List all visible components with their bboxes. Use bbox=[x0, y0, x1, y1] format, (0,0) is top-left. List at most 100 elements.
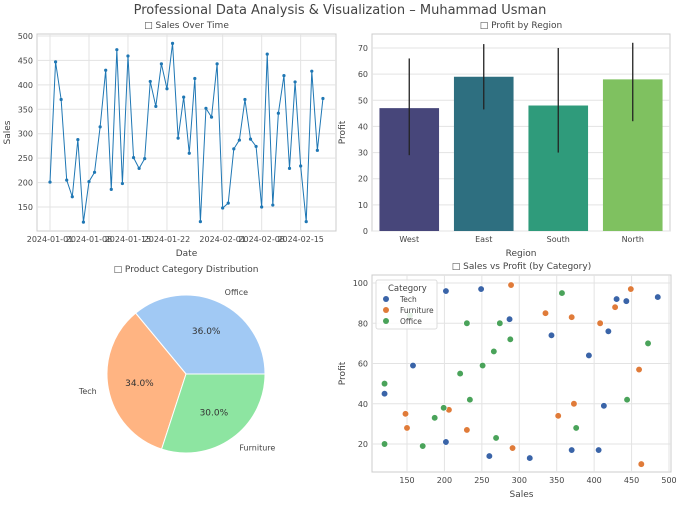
scatter-point-tech bbox=[568, 446, 576, 454]
sales-point bbox=[321, 96, 325, 101]
bar-ytick-label: 10 bbox=[358, 201, 368, 210]
sales-point bbox=[126, 54, 130, 58]
bar-xtick-label: North bbox=[622, 235, 644, 244]
sales-point bbox=[87, 179, 91, 184]
line-ytick-label: 150 bbox=[18, 203, 33, 212]
sales-line bbox=[49, 43, 324, 223]
scatter-point-furniture bbox=[403, 424, 411, 432]
scatter-point-furniture bbox=[568, 313, 576, 321]
pie-pct-label: 30.0% bbox=[200, 408, 229, 418]
scatter-point-furniture bbox=[637, 460, 645, 468]
sales-point bbox=[248, 137, 253, 141]
sales-point bbox=[104, 68, 108, 72]
scatter-point-furniture bbox=[611, 303, 619, 311]
bar-xtick-label: West bbox=[399, 235, 419, 244]
scatter-xtick-label: 200 bbox=[437, 476, 452, 485]
legend-title: Category bbox=[388, 284, 427, 294]
line-xlabel: Date bbox=[176, 249, 198, 259]
scatter-point-tech bbox=[442, 438, 450, 446]
scatter-point-office bbox=[478, 361, 487, 370]
sales-point bbox=[81, 220, 86, 224]
line-xtick-label: 2024-01-22 bbox=[144, 235, 191, 244]
sales-point bbox=[282, 73, 286, 78]
line-ytick-label: 350 bbox=[18, 105, 33, 114]
scatter-point-office bbox=[644, 339, 652, 348]
bar-ytick-label: 40 bbox=[358, 122, 368, 131]
line-xtick-label: 2024-02-15 bbox=[277, 235, 324, 244]
bar-ytick-label: 20 bbox=[358, 175, 368, 184]
line-title: □ Sales Over Time bbox=[144, 21, 229, 31]
sales-point bbox=[92, 170, 97, 174]
scatter-point-office bbox=[440, 404, 448, 412]
bar-ytick-label: 30 bbox=[358, 149, 368, 158]
pie-slice-tech bbox=[106, 312, 187, 450]
scatter-point-office bbox=[572, 424, 580, 432]
sales-point bbox=[187, 151, 191, 155]
scatter-xtick-label: 300 bbox=[512, 476, 527, 485]
scatter-point-office bbox=[496, 319, 504, 327]
sales-point bbox=[59, 97, 63, 102]
sales-point bbox=[165, 87, 169, 91]
pie-label: Office bbox=[225, 288, 248, 297]
bar-ytick-label: 70 bbox=[358, 44, 368, 53]
scatter-ytick-label: 40 bbox=[358, 400, 368, 409]
line-xtick-label: 2024-02-01 bbox=[199, 235, 246, 244]
scatter-point-furniture bbox=[507, 281, 515, 289]
scatter-point-tech bbox=[604, 327, 613, 335]
scatter-ytick-label: 60 bbox=[358, 360, 368, 369]
sales-point bbox=[221, 206, 225, 210]
scatter-point-tech bbox=[585, 351, 593, 360]
scatter-point-tech bbox=[380, 390, 389, 398]
scatter-point-office bbox=[380, 440, 389, 448]
sales-point bbox=[115, 48, 119, 52]
scatter-point-tech bbox=[409, 361, 417, 370]
sales-point bbox=[170, 41, 175, 45]
scatter-point-office bbox=[419, 442, 427, 450]
sales-point bbox=[254, 144, 258, 149]
figure-title: Professional Data Analysis & Visualizati… bbox=[134, 3, 547, 18]
scatter-xtick-label: 400 bbox=[587, 476, 602, 485]
legend-label: Office bbox=[400, 317, 422, 326]
sales-point bbox=[215, 62, 219, 66]
sales-point bbox=[65, 178, 69, 182]
sales-point bbox=[120, 181, 125, 186]
sales-point bbox=[271, 203, 275, 207]
line-ylabel: Sales bbox=[3, 120, 13, 144]
line-xtick-label: 2024-01-01 bbox=[27, 235, 74, 244]
sales-point bbox=[287, 166, 292, 171]
scatter-point-office bbox=[431, 414, 439, 422]
scatter-point-office bbox=[466, 396, 474, 404]
line-ytick-label: 450 bbox=[18, 56, 33, 65]
scatter-xtick-label: 250 bbox=[474, 476, 489, 485]
scatter-ylabel: Profit bbox=[338, 361, 348, 385]
sales-point bbox=[182, 95, 186, 99]
sales-point bbox=[109, 187, 113, 192]
legend-marker-furniture bbox=[383, 307, 389, 313]
scatter-point-furniture bbox=[541, 309, 550, 317]
sales-point bbox=[293, 80, 297, 84]
sales-point bbox=[198, 220, 202, 224]
bar-ylabel: Profit bbox=[338, 120, 348, 144]
bar-xtick-label: East bbox=[475, 235, 492, 244]
scatter-xtick-label: 500 bbox=[661, 476, 676, 485]
bar-ytick-label: 60 bbox=[358, 70, 368, 79]
sales-point bbox=[243, 97, 247, 102]
sales-point bbox=[159, 62, 163, 66]
sales-point bbox=[137, 166, 141, 171]
pie-pct-label: 34.0% bbox=[125, 379, 154, 389]
scatter-point-office bbox=[456, 369, 464, 378]
sales-point bbox=[193, 76, 197, 81]
line-ytick-label: 500 bbox=[18, 32, 33, 41]
legend-marker-office bbox=[383, 318, 389, 324]
scatter-title: □ Sales vs Profit (by Category) bbox=[452, 262, 591, 272]
pie-pct-label: 36.0% bbox=[192, 327, 221, 337]
line-ytick-label: 250 bbox=[18, 154, 33, 163]
scatter-xtick-label: 150 bbox=[399, 476, 414, 485]
bar-ytick-label: 0 bbox=[363, 227, 368, 236]
scatter-point-tech bbox=[485, 452, 493, 460]
sales-point bbox=[176, 136, 180, 140]
scatter-point-office bbox=[492, 434, 500, 442]
line-ytick-label: 400 bbox=[18, 81, 33, 90]
scatter-point-furniture bbox=[570, 400, 578, 408]
scatter-xtick-label: 450 bbox=[624, 476, 639, 485]
